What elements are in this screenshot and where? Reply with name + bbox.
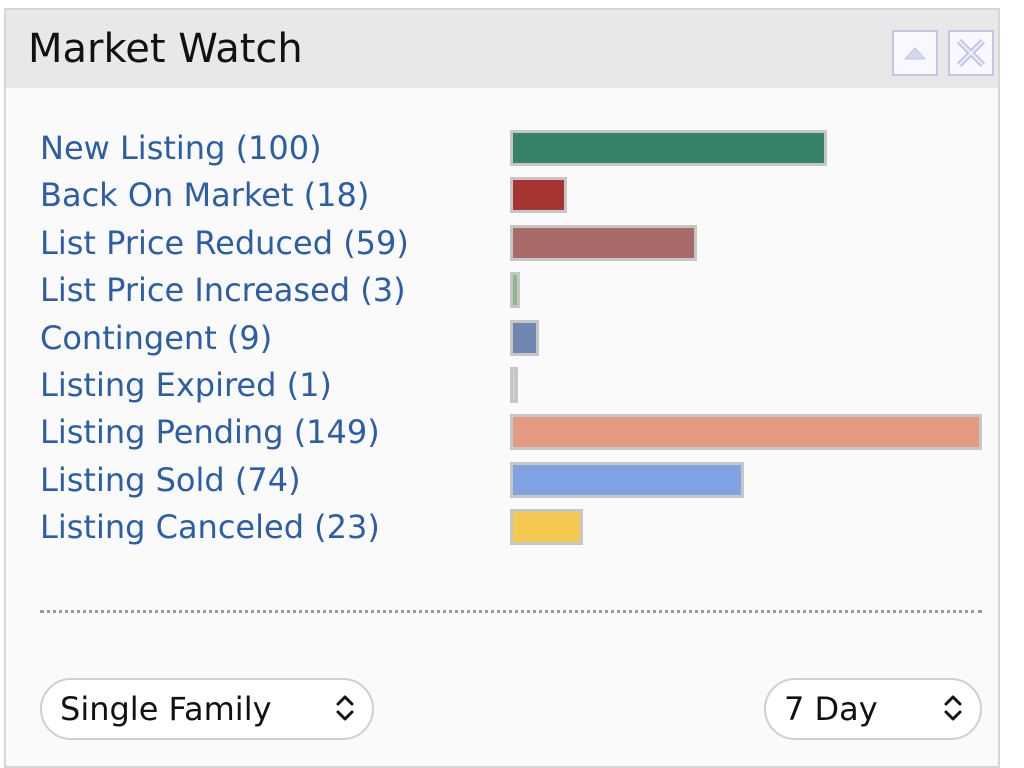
market-watch-bar bbox=[510, 461, 745, 498]
close-icon bbox=[956, 38, 986, 68]
market-watch-bar bbox=[510, 509, 583, 546]
widget-header: Market Watch bbox=[6, 10, 998, 88]
market-watch-item[interactable]: Listing Sold (74) bbox=[40, 460, 301, 499]
market-watch-item[interactable]: Back On Market (18) bbox=[40, 176, 370, 215]
period-select[interactable]: 7 Day bbox=[764, 678, 982, 740]
market-watch-bar bbox=[510, 272, 520, 309]
market-watch-bar bbox=[510, 367, 518, 403]
market-watch-bar bbox=[510, 414, 982, 451]
property-type-select[interactable]: Single Family bbox=[40, 678, 374, 740]
market-watch-item[interactable]: Listing Pending (149) bbox=[40, 413, 380, 452]
market-watch-item[interactable]: Listing Canceled (23) bbox=[40, 508, 380, 547]
market-watch-item[interactable]: List Price Increased (3) bbox=[40, 271, 406, 310]
property-type-value: Single Family bbox=[60, 690, 272, 728]
close-button[interactable] bbox=[948, 30, 994, 76]
market-watch-item[interactable]: Contingent (9) bbox=[40, 318, 273, 357]
divider bbox=[40, 610, 982, 613]
market-watch-bar bbox=[510, 177, 568, 214]
period-value: 7 Day bbox=[784, 690, 878, 728]
triangle-up-icon bbox=[903, 47, 927, 60]
up-down-chevron-icon bbox=[336, 695, 354, 721]
market-watch-item[interactable]: Listing Expired (1) bbox=[40, 366, 332, 404]
market-watch-item[interactable]: New Listing (100) bbox=[40, 129, 322, 167]
market-watch-bar bbox=[510, 130, 827, 166]
collapse-button[interactable] bbox=[892, 30, 938, 76]
market-watch-bar bbox=[510, 224, 697, 261]
widget-title: Market Watch bbox=[28, 26, 303, 72]
market-watch-bar bbox=[510, 319, 539, 356]
market-watch-widget: Market Watch New Listing (100) Back On Ma… bbox=[4, 8, 1000, 768]
market-watch-item[interactable]: List Price Reduced (59) bbox=[40, 223, 409, 262]
up-down-chevron-icon bbox=[944, 695, 962, 721]
